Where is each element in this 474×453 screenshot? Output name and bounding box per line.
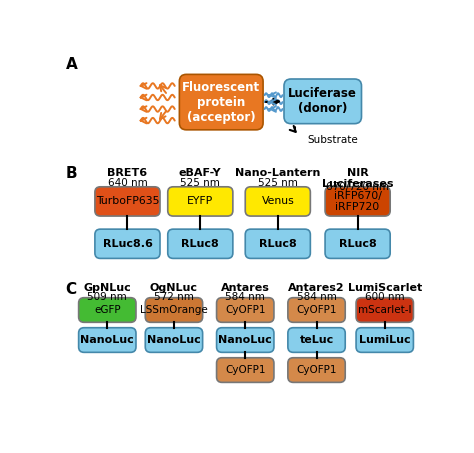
Text: CyOFP1: CyOFP1 (296, 305, 337, 315)
Text: LSSmOrange: LSSmOrange (140, 305, 208, 315)
FancyBboxPatch shape (245, 187, 310, 216)
Text: A: A (65, 57, 77, 72)
FancyBboxPatch shape (79, 298, 136, 323)
Text: TurboFP635: TurboFP635 (96, 197, 159, 207)
FancyBboxPatch shape (245, 229, 310, 258)
Text: C: C (65, 281, 77, 297)
Text: EYFP: EYFP (187, 197, 213, 207)
FancyBboxPatch shape (288, 328, 345, 352)
FancyBboxPatch shape (95, 229, 160, 258)
Text: iRFP670/
iRFP720: iRFP670/ iRFP720 (334, 191, 382, 212)
Text: 584 nm: 584 nm (225, 292, 265, 302)
Text: Nano-Lantern: Nano-Lantern (235, 168, 320, 178)
Text: LumiLuc: LumiLuc (359, 335, 410, 345)
Text: NanoLuc: NanoLuc (147, 335, 201, 345)
FancyBboxPatch shape (217, 328, 274, 352)
Text: 640 nm: 640 nm (108, 178, 147, 188)
FancyBboxPatch shape (217, 298, 274, 323)
Text: BRET6: BRET6 (108, 168, 147, 178)
FancyBboxPatch shape (79, 328, 136, 352)
Text: OgNLuc: OgNLuc (150, 283, 198, 293)
FancyBboxPatch shape (356, 298, 413, 323)
FancyBboxPatch shape (95, 187, 160, 216)
Text: Antares: Antares (221, 283, 270, 293)
Text: RLuc8: RLuc8 (339, 239, 376, 249)
Text: teLuc: teLuc (300, 335, 334, 345)
Text: 600 nm: 600 nm (365, 292, 405, 302)
Text: 525 nm: 525 nm (258, 178, 298, 188)
FancyBboxPatch shape (145, 328, 202, 352)
Text: CyOFP1: CyOFP1 (296, 365, 337, 375)
FancyBboxPatch shape (145, 298, 202, 323)
Text: RLuc8: RLuc8 (182, 239, 219, 249)
Text: CyOFP1: CyOFP1 (225, 305, 265, 315)
FancyBboxPatch shape (217, 358, 274, 382)
FancyBboxPatch shape (179, 74, 263, 130)
Text: RLuc8.6: RLuc8.6 (102, 239, 152, 249)
Text: Antares2: Antares2 (288, 283, 345, 293)
Text: CyOFP1: CyOFP1 (225, 365, 265, 375)
Text: B: B (65, 166, 77, 181)
FancyBboxPatch shape (284, 79, 362, 124)
Text: Fluorescent
protein
(acceptor): Fluorescent protein (acceptor) (182, 81, 260, 124)
Text: Luciferase
(donor): Luciferase (donor) (288, 87, 357, 116)
FancyBboxPatch shape (325, 229, 390, 258)
Text: 525 nm: 525 nm (181, 178, 220, 188)
FancyBboxPatch shape (288, 298, 345, 323)
Text: Venus: Venus (262, 197, 294, 207)
Text: RLuc8: RLuc8 (259, 239, 297, 249)
Text: LumiScarlet: LumiScarlet (347, 283, 422, 293)
Text: 509 nm: 509 nm (87, 292, 127, 302)
FancyBboxPatch shape (356, 328, 413, 352)
Text: eBAF-Y: eBAF-Y (179, 168, 222, 178)
Text: NanoLuc: NanoLuc (81, 335, 134, 345)
Text: NanoLuc: NanoLuc (219, 335, 272, 345)
Text: 670/720 nm: 670/720 nm (326, 182, 389, 192)
Text: Substrate: Substrate (307, 135, 358, 145)
FancyBboxPatch shape (168, 229, 233, 258)
Text: 584 nm: 584 nm (297, 292, 337, 302)
FancyBboxPatch shape (168, 187, 233, 216)
FancyBboxPatch shape (288, 358, 345, 382)
Text: NIR
Luciferases: NIR Luciferases (322, 168, 393, 189)
Text: 572 nm: 572 nm (154, 292, 194, 302)
Text: eGFP: eGFP (94, 305, 120, 315)
Text: mScarlet-I: mScarlet-I (358, 305, 411, 315)
Text: GpNLuc: GpNLuc (83, 283, 131, 293)
FancyBboxPatch shape (325, 187, 390, 216)
